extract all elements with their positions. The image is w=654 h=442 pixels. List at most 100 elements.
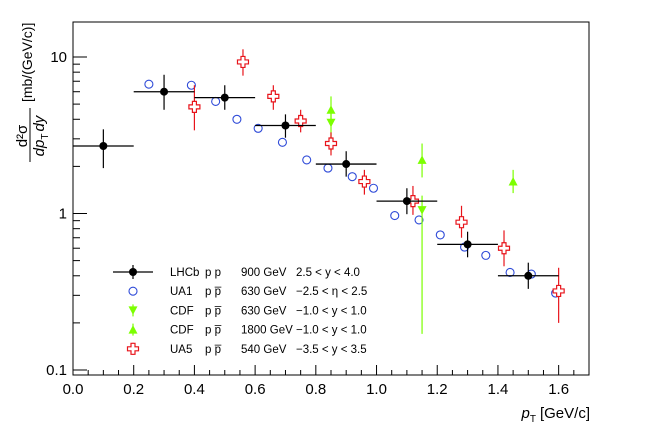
axis-ticks [72, 56, 590, 375]
legend-entry: UA1 p p̅ 630 GeV −2.5 < η < 2.5 [128, 286, 367, 298]
data-point [497, 242, 511, 255]
x-tick-label: 1.2 [427, 381, 448, 398]
data-point [253, 123, 263, 133]
data-point [294, 114, 307, 128]
legend-exp: LHCb [170, 267, 199, 279]
data-point [455, 216, 468, 229]
x-tick-label: 0.0 [63, 381, 84, 398]
data-point [188, 100, 201, 113]
x-tick-label: 0.6 [245, 381, 266, 398]
y-axis-den-y: dy [31, 114, 48, 131]
data-point [524, 271, 533, 280]
svg-text:dpTdy: dpTdy [31, 114, 51, 156]
legend-energy: 540 GeV [241, 344, 287, 356]
x-tick-label: 0.4 [184, 381, 205, 398]
data-point [435, 230, 445, 240]
x-axis-label: pT [GeV/c] [521, 405, 590, 425]
data-point [324, 137, 338, 150]
x-axis-var: p [521, 405, 530, 422]
data-point [417, 155, 427, 164]
legend: LHCb p p 900 GeV 2.5 < y < 4.0 UA1 p p̅ 630 Ge… [113, 265, 367, 356]
data-point [326, 105, 336, 114]
data-point [277, 137, 287, 147]
y-tick-label: 1 [59, 206, 67, 223]
data-point [414, 215, 424, 225]
x-axis-sub: T [530, 414, 536, 425]
data-point [211, 96, 221, 106]
legend-beams: p p [205, 267, 221, 279]
data-point [402, 197, 411, 206]
legend-entry: CDF p p̅ 630 GeV −1.0 < y < 1.0 [128, 304, 367, 317]
data-point [358, 175, 371, 188]
legend-energy: 900 GeV [241, 267, 287, 279]
data-point [99, 141, 108, 150]
legend-range: −1.0 < y < 1.0 [296, 305, 367, 317]
legend-marker [126, 342, 140, 355]
data-point [323, 163, 333, 173]
legend-exp: CDF [170, 325, 194, 337]
data-point [144, 79, 154, 89]
legend-exp: UA1 [170, 286, 192, 298]
legend-range: −2.5 < η < 2.5 [296, 286, 367, 298]
legend-energy: 1800 GeV [241, 325, 293, 337]
plot-frame [72, 21, 590, 376]
series-lhcb [73, 74, 559, 289]
x-tick-label: 1.6 [548, 381, 569, 398]
series-cdf-630 [326, 106, 427, 334]
legend-exp: UA5 [170, 344, 192, 356]
legend-range: 2.5 < y < 4.0 [296, 267, 360, 279]
y-tick-label: 10 [50, 49, 67, 66]
svg-text:d²σ: d²σ [14, 124, 31, 147]
y-axis-label: d²σ dpTdy [mb/(GeV/c)] [14, 23, 51, 162]
y-axis-den-p: dp [31, 140, 48, 157]
data-point [390, 211, 400, 221]
data-point [281, 121, 290, 130]
data-point [267, 90, 280, 103]
legend-energy: 630 GeV [241, 286, 287, 298]
legend-beams: p p̅ [205, 305, 222, 317]
legend-beams: p p̅ [205, 286, 222, 298]
legend-range: −3.5 < y < 3.5 [296, 344, 367, 356]
series-layer [73, 49, 565, 334]
y-axis-num: d²σ [14, 124, 31, 147]
legend-entry: LHCb p p 900 GeV 2.5 < y < 4.0 [113, 265, 360, 279]
y-axis-unit: [mb/(GeV/c)] [19, 23, 35, 102]
data-point [342, 160, 351, 169]
data-point [302, 155, 312, 165]
legend-exp: CDF [170, 305, 194, 317]
x-tick-label: 1.0 [366, 381, 387, 398]
data-point [552, 284, 565, 298]
series-ua1 [144, 79, 561, 298]
series-ua5 [188, 49, 565, 323]
data-point [463, 240, 472, 249]
legend-energy: 630 GeV [241, 305, 287, 317]
y-axis-den-sub: T [40, 134, 51, 140]
tick-labels: 0.0 0.2 0.4 0.6 0.8 1.0 1.2 1.4 1.6 0.1 1 10 [46, 49, 569, 398]
legend-entry: UA5 p p̅ 540 GeV −3.5 < y < 3.5 [126, 342, 367, 356]
data-point [417, 206, 427, 215]
data-point [505, 267, 515, 278]
legend-marker [128, 325, 138, 334]
x-tick-label: 1.4 [488, 381, 509, 398]
x-tick-label: 0.2 [123, 381, 144, 398]
legend-marker [128, 306, 138, 315]
x-axis-unit: [GeV/c] [540, 405, 590, 422]
legend-marker [128, 286, 138, 296]
data-point [220, 93, 229, 102]
data-point [347, 172, 357, 182]
data-point [508, 177, 518, 186]
svg-text:[mb/(GeV/c)]: [mb/(GeV/c)] [19, 23, 35, 102]
legend-beams: p p̅ [205, 325, 222, 337]
data-point [481, 250, 491, 260]
legend-entry: CDF p p̅ 1800 GeV −1.0 < y < 1.0 [128, 323, 367, 337]
data-point [160, 87, 169, 96]
data-point [236, 55, 250, 69]
series-cdf-1800 [326, 96, 518, 194]
legend-beams: p p̅ [205, 344, 222, 356]
data-point [186, 80, 196, 90]
legend-marker [129, 268, 137, 276]
legend-range: −1.0 < y < 1.0 [296, 325, 367, 337]
y-tick-label: 0.1 [46, 362, 67, 379]
data-point [232, 114, 242, 124]
